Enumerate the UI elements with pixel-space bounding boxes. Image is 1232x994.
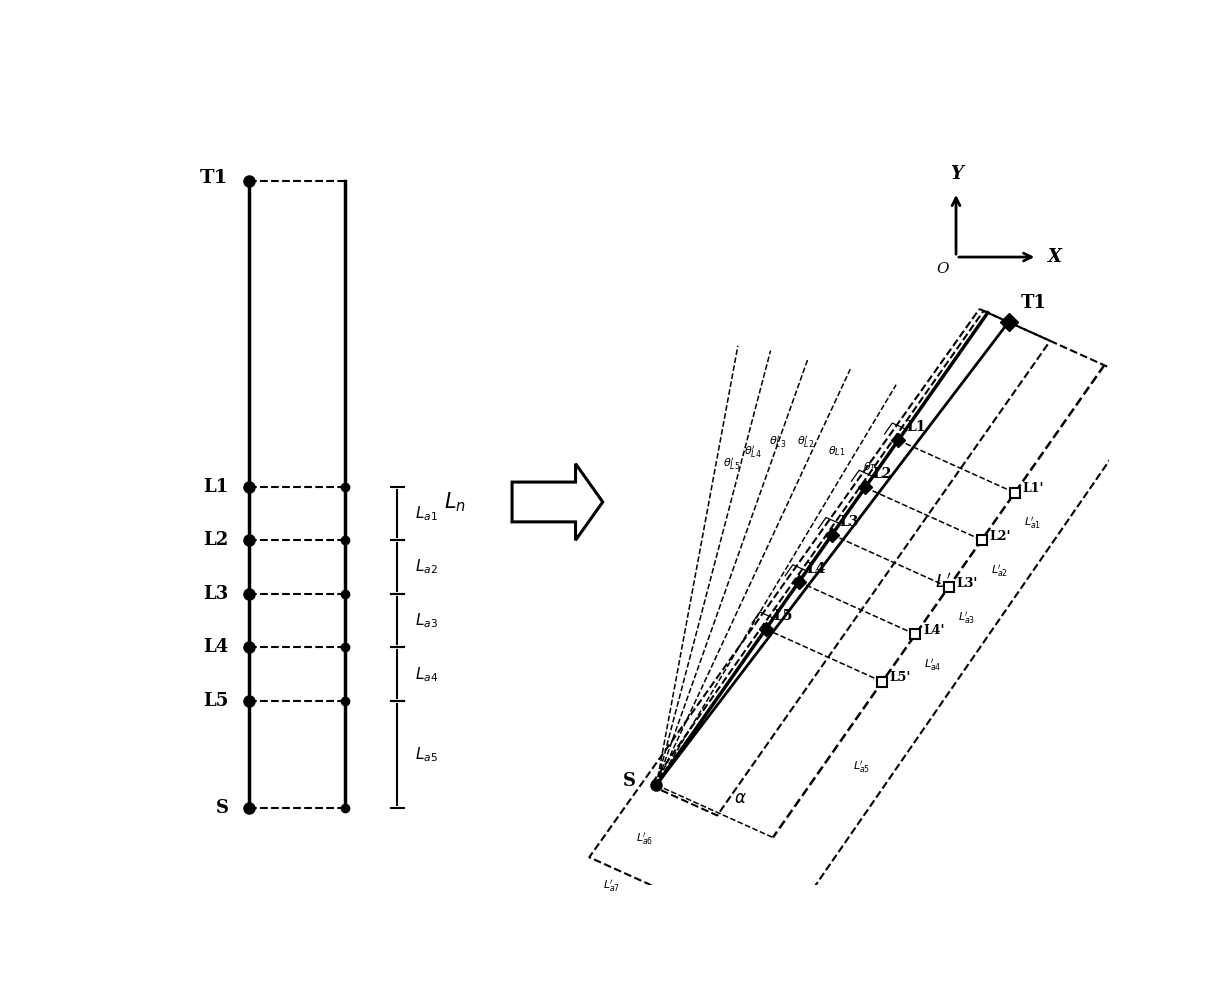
Text: L5': L5': [890, 671, 912, 684]
Text: L1': L1': [1023, 482, 1044, 495]
Text: $L_{a3}'$: $L_{a3}'$: [957, 610, 975, 626]
Text: L4: L4: [203, 638, 228, 656]
Text: $L_{a2}$: $L_{a2}$: [415, 558, 437, 577]
Text: T1: T1: [200, 169, 228, 187]
Text: $L_{a5}'$: $L_{a5}'$: [854, 758, 870, 774]
Text: S: S: [216, 799, 228, 817]
Text: L2: L2: [203, 531, 228, 550]
Text: $\theta_{L2}'$: $\theta_{L2}'$: [797, 434, 814, 450]
Text: L1: L1: [906, 420, 925, 434]
Text: $L_n'$: $L_n'$: [935, 572, 954, 595]
Text: L3: L3: [203, 584, 228, 602]
Text: $L_{a6}'$: $L_{a6}'$: [636, 831, 653, 847]
Text: $\alpha$: $\alpha$: [734, 790, 747, 807]
Text: $L_{a2}'$: $L_{a2}'$: [991, 563, 1008, 579]
Text: $L_{a4}'$: $L_{a4}'$: [924, 657, 942, 673]
Text: L1: L1: [203, 478, 228, 496]
Text: L2: L2: [872, 467, 892, 481]
Text: $\theta_{L5}'$: $\theta_{L5}'$: [723, 455, 740, 472]
Text: $\theta_{L3}'$: $\theta_{L3}'$: [769, 434, 786, 450]
Text: L3: L3: [840, 515, 859, 529]
Text: S: S: [622, 772, 636, 790]
Text: L4': L4': [923, 624, 945, 637]
Text: $L_{a7}'$: $L_{a7}'$: [602, 878, 620, 894]
Text: $\theta_{L1}$: $\theta_{L1}$: [828, 443, 845, 457]
Text: $\theta_T$: $\theta_T$: [864, 460, 877, 474]
Text: L5: L5: [774, 609, 792, 623]
Text: L5: L5: [203, 692, 228, 710]
Text: L3': L3': [956, 577, 977, 589]
Text: Y: Y: [950, 165, 962, 183]
Text: $L_{a1}$: $L_{a1}$: [415, 504, 437, 523]
Text: $L_{a5}$: $L_{a5}$: [415, 746, 437, 764]
Text: X: X: [1047, 248, 1062, 266]
Text: O: O: [936, 262, 950, 276]
Text: $L_{a1}'$: $L_{a1}'$: [1024, 516, 1041, 532]
Text: T1: T1: [1021, 294, 1047, 312]
Text: $\theta_{L4}'$: $\theta_{L4}'$: [744, 444, 761, 460]
Text: L2': L2': [989, 530, 1010, 543]
Text: $L_{a4}$: $L_{a4}$: [415, 665, 437, 684]
Text: L4: L4: [807, 562, 825, 576]
Text: $L_{a3}$: $L_{a3}$: [415, 611, 437, 630]
Text: $L_n$: $L_n$: [444, 490, 466, 514]
